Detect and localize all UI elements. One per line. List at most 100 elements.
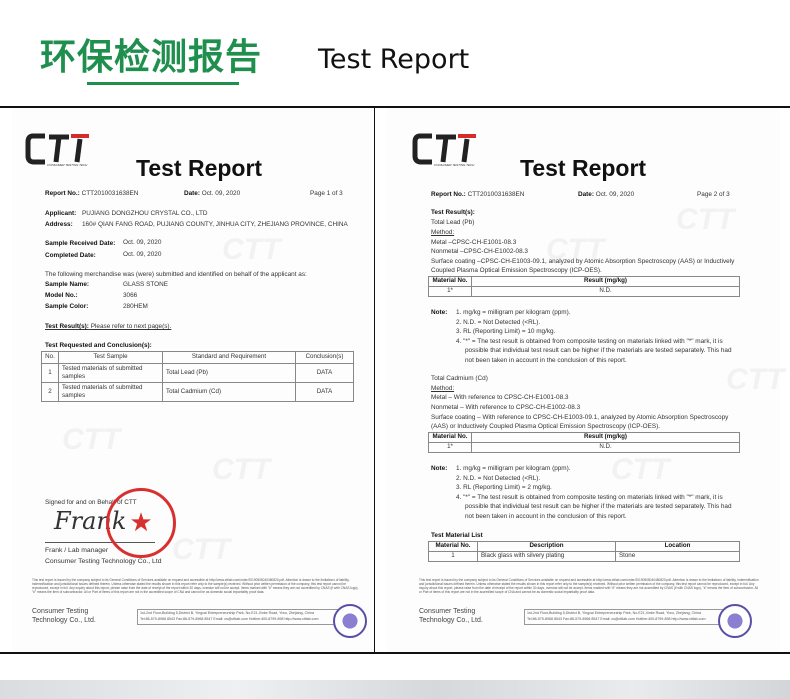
ctt-logo: CONSUMER TESTING TECH (25, 133, 89, 167)
table-cell: Material No. (428, 432, 472, 443)
lead-result-table: Material No. Result (mg/kg) 1* N.D. (428, 276, 740, 297)
material-list-heading: Test Material List (431, 532, 483, 539)
divider-top (0, 106, 790, 108)
method-nonmetal: Nonmetal –CPSC-CH-E1002-08.3 (431, 248, 528, 255)
table-row: 1 Tested materials of submitted samples To… (41, 363, 354, 383)
applicant-label: Applicant: (45, 210, 77, 217)
table-cell: Description (477, 541, 616, 552)
divider-vertical (374, 106, 375, 654)
page-number: Page 2 of 3 (697, 191, 730, 198)
table-row: 2 Tested materials of submitted samples To… (41, 382, 354, 402)
title-underline (87, 82, 239, 85)
table-cell: Material No. Result (mg/kg) (428, 432, 740, 443)
company-stamp: ★ (106, 488, 176, 558)
page-title-english: Test Report (318, 44, 470, 75)
report-date: Oct. 09, 2020 (595, 191, 635, 198)
table-row: 1* N.D. (428, 286, 740, 297)
table-cell: Material No. Description Location 1 Black g… (428, 541, 740, 562)
table-cell: 1 (41, 363, 59, 383)
column-header: Conclusion(s) (295, 351, 354, 364)
page-number: Page 1 of 3 (310, 190, 343, 197)
method-metal: Metal – With reference to CPSC-CH-E1001-… (431, 394, 569, 401)
table-cell: Total Lead (Pb) (162, 363, 296, 383)
date-label: Date: (184, 190, 200, 197)
accreditation-seal-icon (333, 604, 367, 638)
report-no-label: Report No.: (45, 190, 80, 197)
table-cell: N.D. (471, 442, 740, 453)
table-cell: Total Cadmium (Cd) (162, 382, 296, 402)
fine-print: This test report is issued by the compan… (419, 578, 759, 594)
report-no: CTT2010031638EN (467, 191, 525, 198)
sample-color: 280HEM (123, 303, 148, 310)
divider-bottom (0, 652, 790, 654)
table-cell: Material No. Result (mg/kg) (428, 276, 740, 287)
intro-text: The following merchandise was (were) sub… (45, 271, 307, 278)
table-row: 1 Black glass with silvery plating Stone (428, 551, 740, 562)
method-metal: Metal –CPSC-CH-E1001-08.3 (431, 239, 517, 246)
address: 160# QIAN FANG ROAD, PUJIANG COUNTY, JIN… (82, 221, 348, 228)
table-cell: Material No. Result (mg/kg) 1* N.D. (428, 276, 740, 297)
table-cell: Material No. (428, 541, 478, 552)
date-label: Date: (578, 191, 594, 198)
table-cell: 2 (41, 382, 59, 402)
table-cell: Material No. Description Location (428, 541, 740, 552)
table-cell: Tested materials of submitted samples (58, 382, 163, 402)
conclusion-heading: Test Requested and Conclusion(s): (45, 342, 152, 349)
svg-text:CONSUMER TESTING TECH: CONSUMER TESTING TECH (434, 163, 475, 167)
result-label: Test Result(s): (45, 323, 89, 330)
signature-line (45, 542, 155, 543)
table-cell: Result (mg/kg) (471, 276, 740, 287)
method-label: Method: (431, 229, 455, 236)
table-cell: 1* (428, 286, 472, 297)
cadmium-notes: 1. mg/kg = milligram per kilogram (ppm).… (456, 465, 732, 520)
report-no: CTT2010031638EN (81, 190, 139, 197)
applicant: PUJIANG DONGZHOU CRYSTAL CO., LTD (82, 210, 208, 217)
material-list-table: Material No. Description Location 1 Black g… (428, 541, 740, 562)
page-title-chinese: 环保检测报告 (40, 36, 263, 78)
color-label: Sample Color: (45, 303, 89, 310)
method-surface: Surface coating – With reference to CPSC… (431, 414, 729, 421)
table-cell: 1 (428, 551, 478, 562)
table-cell: DATA (295, 382, 354, 402)
table-cell: No. Test Sample Standard and Requirement Co… (41, 351, 354, 402)
footer-address: 1st-2nd Floor,Building 5,District B, Yin… (524, 609, 729, 625)
report-page-2: CTT CTT CTT CTT CONSUMER TESTING TECH Test … (386, 108, 784, 652)
address-label: Address: (45, 221, 73, 228)
conclusion-table: No. Test Sample Standard and Requirement Co… (41, 351, 354, 402)
table-cell: No. Test Sample Standard and Requirement Co… (41, 351, 354, 364)
method-surface-cont: (AAS) or Inductively Coupled Plasma Opti… (431, 423, 661, 430)
footer-address: 1st-2nd Floor,Building 5,District B, Yin… (137, 609, 342, 625)
report-no-label: Report No.: (431, 191, 466, 198)
report-title: Test Report (520, 155, 647, 181)
footer-company: Consumer Testing Technology Co., Ltd. (419, 608, 483, 625)
table-cell: Material No. (428, 276, 472, 287)
method-surface-cont: Coupled Plasma Optical Emission Spectros… (431, 267, 602, 274)
column-header: No. (41, 351, 59, 364)
table-cell: 1* (428, 442, 472, 453)
note-label: Note: (431, 465, 448, 472)
result-text: Please refer to next page(s). (90, 323, 172, 330)
model-no: 3066 (123, 292, 138, 299)
table-cell: Location (615, 541, 740, 552)
footer-company: Consumer Testing Technology Co., Ltd. (32, 608, 96, 625)
report-title: Test Report (136, 155, 263, 181)
fine-print: This test report is issued by the compan… (32, 578, 359, 594)
lead-notes: 1. mg/kg = milligram per kilogram (ppm).… (456, 309, 732, 364)
method-nonmetal: Nonmetal – With reference to CPSC-CH-E10… (431, 404, 581, 411)
background-band (0, 680, 790, 699)
column-header: Test Sample (58, 351, 163, 364)
table-cell: Result (mg/kg) (471, 432, 740, 443)
completed-label: Completed Date: (45, 252, 96, 259)
table-cell: Material No. Result (mg/kg) 1* N.D. (428, 432, 740, 453)
report-page-1: CTT CTT CTT CTT CONSUMER TESTING TECH Test … (12, 108, 372, 652)
cadmium-result-table: Material No. Result (mg/kg) 1* N.D. (428, 432, 740, 453)
table-cell: DATA (295, 363, 354, 383)
signer: Frank / Lab manager (45, 547, 109, 554)
ctt-logo: CONSUMER TESTING TECH (412, 133, 476, 167)
method-surface: Surface coating –CPSC-CH-E1003-09.1, ana… (431, 258, 735, 265)
signed-text: Signed for and on Behalf of CTT (45, 499, 137, 506)
signer-company: Consumer Testing Technology Co., Ltd (45, 558, 162, 565)
lead-name: Total Lead (Pb) (431, 219, 475, 226)
cadmium-name: Total Cadmium (Cd) (431, 375, 488, 382)
accreditation-seal-icon (718, 604, 752, 638)
